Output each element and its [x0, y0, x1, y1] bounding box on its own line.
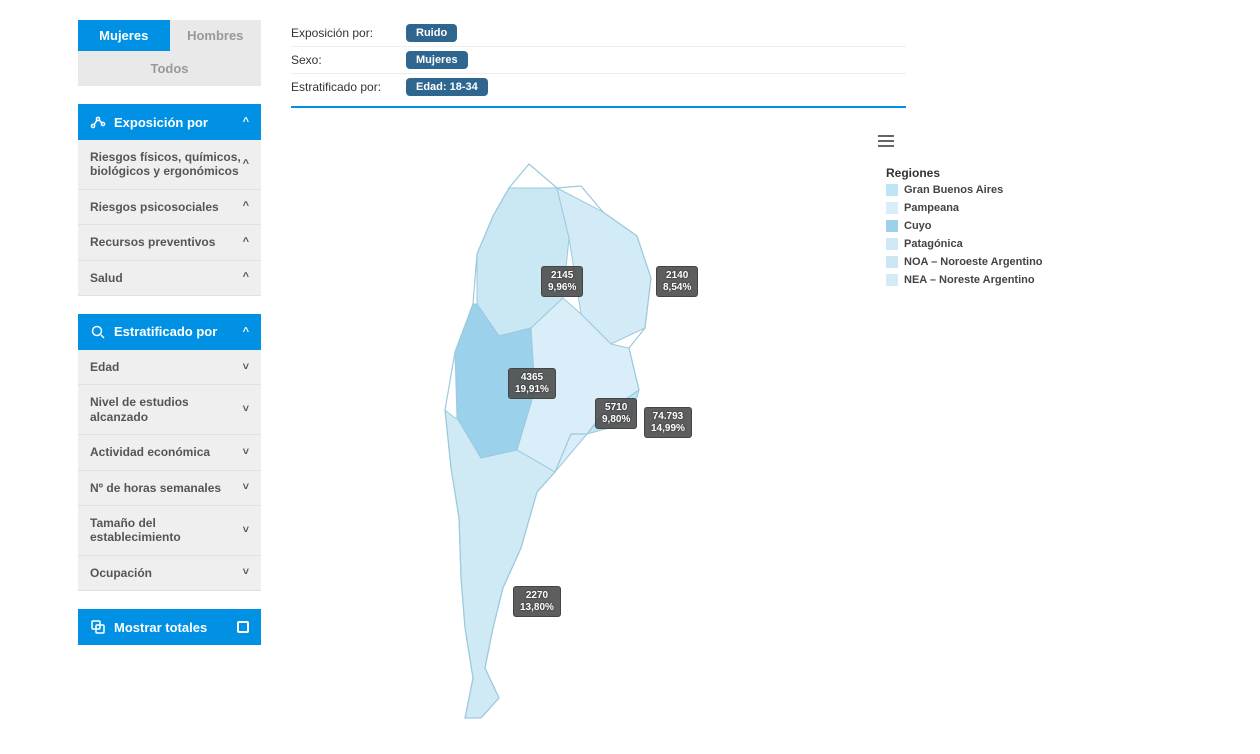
- filter-row-sexo: Sexo: Mujeres: [291, 47, 906, 74]
- panel-item-label: Riesgos físicos, químicos, biológicos y …: [90, 150, 243, 179]
- map-data-label: 57109,80%: [595, 398, 637, 429]
- panel-item-label: Riesgos psicosociales: [90, 200, 243, 214]
- show-totals-label: Mostrar totales: [114, 620, 207, 635]
- filter-label: Exposición por:: [291, 26, 406, 40]
- chevron-down-icon: ˅: [243, 403, 249, 416]
- map-data-label: 436519,91%: [508, 368, 556, 399]
- filter-label: Estratificado por:: [291, 80, 406, 94]
- legend-title: Regiones: [886, 166, 1046, 180]
- map-data-label: 227013,80%: [513, 586, 561, 617]
- estratificado-item-edad[interactable]: Edad ˅: [78, 350, 261, 385]
- chevron-up-icon: ^: [243, 236, 249, 249]
- chevron-up-icon: ^: [243, 200, 249, 213]
- panel-item-label: Tamaño del establecimiento: [90, 516, 243, 545]
- active-filters: Exposición por: Ruido Sexo: Mujeres Estr…: [291, 20, 906, 108]
- legend-swatch: [886, 220, 898, 232]
- chevron-up-icon: ^: [243, 158, 249, 171]
- filter-label: Sexo:: [291, 53, 406, 67]
- map-data-label: 21408,54%: [656, 266, 698, 297]
- legend-item[interactable]: Patagónica: [886, 238, 1046, 250]
- panel-item-label: Actividad económica: [90, 445, 243, 459]
- estratificado-item-horas-semanales[interactable]: Nº de horas semanales ˅: [78, 471, 261, 506]
- legend-item[interactable]: Pampeana: [886, 202, 1046, 214]
- magnifier-icon: [90, 324, 106, 340]
- panel-estratificado-header[interactable]: Estratificado por ^: [78, 314, 261, 350]
- estratificado-item-nivel-estudios[interactable]: Nivel de estudios alcanzado ˅: [78, 385, 261, 435]
- panel-item-label: Nº de horas semanales: [90, 481, 243, 495]
- exposicion-item-recursos-preventivos[interactable]: Recursos preventivos ^: [78, 225, 261, 260]
- panel-item-label: Recursos preventivos: [90, 235, 243, 249]
- chart-area: Regiones Gran Buenos AiresPampeanaCuyoPa…: [291, 108, 906, 718]
- show-totals-button[interactable]: Mostrar totales: [78, 609, 261, 645]
- tab-hombres[interactable]: Hombres: [170, 20, 262, 51]
- copy-icon: [90, 619, 106, 635]
- panel-estratificado-title: Estratificado por: [114, 324, 217, 339]
- panel-estratificado: Estratificado por ^ Edad ˅ Nivel de estu…: [78, 314, 261, 591]
- sex-tabs: Mujeres Hombres Todos: [78, 20, 261, 86]
- legend-label: Patagónica: [904, 238, 963, 250]
- legend-label: Cuyo: [904, 220, 932, 232]
- legend-swatch: [886, 274, 898, 286]
- argentina-map[interactable]: 21459,96%21408,54%436519,91%57109,80%74.…: [381, 158, 671, 741]
- chevron-up-icon: ^: [243, 326, 249, 338]
- legend-item[interactable]: Cuyo: [886, 220, 1046, 232]
- checkbox-icon: [237, 621, 249, 633]
- map-legend: Regiones Gran Buenos Aires Pampeana Cuyo Pa…: [886, 166, 1046, 292]
- exposicion-item-riesgos-fisicos[interactable]: Riesgos físicos, químicos, biológicos y …: [78, 140, 261, 190]
- tab-mujeres[interactable]: Mujeres: [78, 20, 170, 51]
- filter-pill-estratificado[interactable]: Edad: 18-34: [406, 78, 488, 96]
- legend-label: Pampeana: [904, 202, 959, 214]
- filter-pill-exposicion[interactable]: Ruido: [406, 24, 457, 42]
- panel-item-label: Salud: [90, 271, 243, 285]
- legend-item[interactable]: NOA – Noroeste Argentino: [886, 256, 1046, 268]
- legend-swatch: [886, 256, 898, 268]
- panel-item-label: Ocupación: [90, 566, 243, 580]
- chevron-down-icon: ˅: [243, 524, 249, 537]
- chevron-up-icon: ^: [243, 116, 249, 128]
- exposicion-item-riesgos-psicosociales[interactable]: Riesgos psicosociales ^: [78, 190, 261, 225]
- sidebar: Mujeres Hombres Todos Exposición por ^ R…: [78, 20, 261, 718]
- map-data-label: 74.79314,99%: [644, 407, 692, 438]
- chevron-down-icon: ˅: [243, 566, 249, 579]
- exposicion-item-salud[interactable]: Salud ^: [78, 261, 261, 296]
- legend-item[interactable]: NEA – Noreste Argentino: [886, 274, 1046, 286]
- chevron-down-icon: ˅: [243, 446, 249, 459]
- legend-swatch: [886, 238, 898, 250]
- chevron-down-icon: ˅: [243, 481, 249, 494]
- chevron-down-icon: ˅: [243, 361, 249, 374]
- panel-item-label: Nivel de estudios alcanzado: [90, 395, 243, 424]
- panel-item-label: Edad: [90, 360, 243, 374]
- legend-label: Gran Buenos Aires: [904, 184, 1003, 196]
- graph-icon: [90, 114, 106, 130]
- map-data-label: 21459,96%: [541, 266, 583, 297]
- filter-row-exposicion: Exposición por: Ruido: [291, 20, 906, 47]
- main-content: Exposición por: Ruido Sexo: Mujeres Estr…: [291, 20, 906, 718]
- panel-exposicion-header[interactable]: Exposición por ^: [78, 104, 261, 140]
- filter-pill-sexo[interactable]: Mujeres: [406, 51, 468, 69]
- estratificado-item-ocupacion[interactable]: Ocupación ˅: [78, 556, 261, 591]
- legend-swatch: [886, 202, 898, 214]
- chevron-up-icon: ^: [243, 271, 249, 284]
- tab-todos[interactable]: Todos: [78, 51, 261, 86]
- estratificado-item-actividad-economica[interactable]: Actividad económica ˅: [78, 435, 261, 470]
- legend-label: NEA – Noreste Argentino: [904, 274, 1035, 286]
- chart-menu-button[interactable]: [878, 134, 894, 151]
- filter-row-estratificado: Estratificado por: Edad: 18-34: [291, 74, 906, 100]
- legend-item[interactable]: Gran Buenos Aires: [886, 184, 1046, 196]
- estratificado-item-tamano-establecimiento[interactable]: Tamaño del establecimiento ˅: [78, 506, 261, 556]
- panel-exposicion-title: Exposición por: [114, 115, 208, 130]
- panel-exposicion: Exposición por ^ Riesgos físicos, químic…: [78, 104, 261, 296]
- legend-label: NOA – Noroeste Argentino: [904, 256, 1043, 268]
- legend-swatch: [886, 184, 898, 196]
